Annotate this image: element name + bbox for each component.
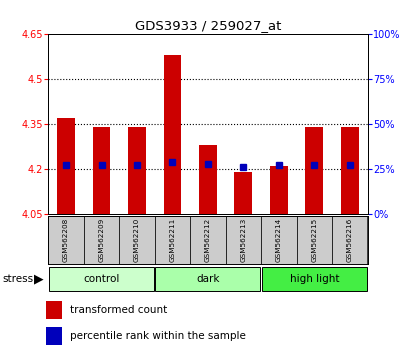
- Bar: [46, 301, 62, 319]
- Bar: [332, 216, 368, 264]
- Bar: [128, 127, 146, 214]
- Bar: [155, 216, 190, 264]
- Bar: [341, 127, 359, 214]
- Text: GSM562209: GSM562209: [99, 218, 105, 262]
- Text: GSM562215: GSM562215: [311, 218, 317, 262]
- Text: ▶: ▶: [34, 273, 43, 285]
- Bar: [226, 216, 261, 264]
- Text: GSM562211: GSM562211: [169, 218, 176, 262]
- Text: GSM562213: GSM562213: [240, 218, 247, 262]
- Bar: [190, 216, 226, 264]
- Bar: [163, 55, 181, 214]
- Bar: [305, 127, 323, 214]
- Text: GSM562210: GSM562210: [134, 218, 140, 262]
- Text: GSM562216: GSM562216: [347, 218, 353, 262]
- Bar: [262, 267, 367, 291]
- Bar: [261, 216, 297, 264]
- Bar: [46, 327, 62, 345]
- Text: GSM562214: GSM562214: [276, 218, 282, 262]
- Bar: [84, 216, 119, 264]
- Bar: [93, 127, 110, 214]
- Text: dark: dark: [196, 274, 220, 284]
- Title: GDS3933 / 259027_at: GDS3933 / 259027_at: [135, 19, 281, 33]
- Bar: [297, 216, 332, 264]
- Text: control: control: [83, 274, 120, 284]
- Bar: [48, 216, 84, 264]
- Bar: [199, 145, 217, 214]
- Text: GSM562212: GSM562212: [205, 218, 211, 262]
- Bar: [49, 267, 154, 291]
- Text: stress: stress: [2, 274, 33, 284]
- Text: percentile rank within the sample: percentile rank within the sample: [70, 331, 246, 341]
- Text: GSM562208: GSM562208: [63, 218, 69, 262]
- Text: high light: high light: [289, 274, 339, 284]
- Bar: [155, 267, 260, 291]
- Bar: [270, 166, 288, 214]
- Text: transformed count: transformed count: [70, 305, 167, 315]
- Bar: [119, 216, 155, 264]
- Bar: [57, 118, 75, 214]
- Bar: [234, 172, 252, 214]
